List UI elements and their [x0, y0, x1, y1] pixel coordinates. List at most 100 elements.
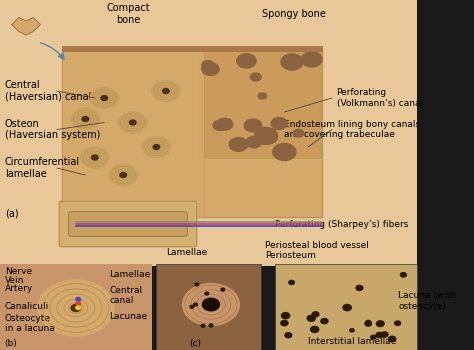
Text: Osteon
(Haversian system): Osteon (Haversian system)	[5, 119, 100, 140]
Circle shape	[273, 144, 296, 161]
Circle shape	[153, 145, 160, 149]
Circle shape	[258, 93, 266, 99]
Circle shape	[381, 332, 388, 337]
Circle shape	[213, 120, 227, 130]
Text: Periosteal blood vessel: Periosteal blood vessel	[265, 240, 369, 250]
Circle shape	[120, 173, 127, 177]
Text: Central
(Haversian) canal: Central (Haversian) canal	[5, 80, 91, 102]
Circle shape	[343, 304, 351, 311]
Text: Periosteum: Periosteum	[265, 251, 316, 260]
Circle shape	[246, 136, 262, 148]
FancyBboxPatch shape	[275, 264, 417, 350]
Circle shape	[201, 324, 205, 327]
Text: Lacunae: Lacunae	[109, 312, 147, 321]
Text: Endosteum lining bony canals
and covering trabeculae: Endosteum lining bony canals and coverin…	[284, 120, 420, 139]
Circle shape	[163, 89, 169, 93]
Circle shape	[221, 288, 225, 291]
Text: Artery: Artery	[5, 284, 33, 293]
Circle shape	[81, 147, 109, 168]
Circle shape	[38, 280, 114, 336]
Text: (a): (a)	[5, 209, 18, 218]
Circle shape	[194, 303, 198, 306]
Text: Lamellae: Lamellae	[166, 247, 207, 257]
Circle shape	[118, 112, 147, 133]
Circle shape	[195, 283, 199, 286]
Circle shape	[376, 321, 384, 327]
Text: Circumferential
lamellae: Circumferential lamellae	[5, 157, 80, 179]
Circle shape	[229, 138, 248, 151]
Text: Lamellae: Lamellae	[109, 270, 150, 279]
FancyBboxPatch shape	[156, 264, 261, 350]
Circle shape	[152, 80, 180, 101]
Text: Compact
bone: Compact bone	[106, 3, 150, 25]
Text: (c): (c)	[190, 339, 201, 348]
Circle shape	[129, 120, 136, 125]
Circle shape	[76, 306, 81, 309]
Circle shape	[388, 336, 396, 342]
Text: Vein: Vein	[5, 275, 24, 285]
Circle shape	[255, 127, 278, 145]
Text: Central
canal: Central canal	[109, 286, 142, 306]
Circle shape	[312, 312, 319, 317]
Circle shape	[285, 332, 292, 338]
Circle shape	[202, 61, 214, 69]
Text: Nerve: Nerve	[5, 267, 32, 276]
Circle shape	[202, 298, 219, 311]
FancyBboxPatch shape	[0, 0, 417, 266]
FancyBboxPatch shape	[199, 49, 322, 158]
Circle shape	[289, 280, 294, 285]
Circle shape	[71, 108, 100, 130]
Circle shape	[205, 292, 209, 295]
Text: Perforating (Sharpey’s) fibers: Perforating (Sharpey’s) fibers	[275, 219, 408, 229]
Circle shape	[142, 136, 171, 158]
Circle shape	[202, 63, 219, 76]
Polygon shape	[12, 18, 40, 35]
Circle shape	[281, 321, 288, 326]
FancyBboxPatch shape	[0, 264, 152, 350]
FancyBboxPatch shape	[62, 49, 322, 217]
Circle shape	[90, 88, 118, 108]
Circle shape	[401, 273, 406, 277]
Circle shape	[301, 52, 322, 67]
Circle shape	[310, 327, 319, 332]
Circle shape	[109, 164, 137, 186]
Circle shape	[282, 313, 290, 319]
Circle shape	[376, 332, 383, 338]
FancyBboxPatch shape	[62, 46, 322, 51]
Circle shape	[395, 321, 401, 326]
Text: Lacuna (with
osteocyte): Lacuna (with osteocyte)	[398, 291, 456, 311]
FancyBboxPatch shape	[59, 201, 197, 247]
Circle shape	[76, 298, 81, 301]
Circle shape	[371, 335, 376, 339]
Circle shape	[365, 321, 372, 326]
Circle shape	[71, 304, 81, 312]
Circle shape	[271, 118, 287, 130]
Text: Perforating
(Volkmann’s) canal: Perforating (Volkmann’s) canal	[337, 88, 423, 108]
Circle shape	[356, 285, 363, 290]
Circle shape	[101, 96, 108, 100]
Text: Spongy bone: Spongy bone	[262, 9, 326, 19]
Circle shape	[82, 117, 89, 121]
Circle shape	[307, 315, 315, 321]
Circle shape	[267, 135, 277, 142]
Circle shape	[321, 318, 328, 324]
Text: Osteocyte
in a lacuna: Osteocyte in a lacuna	[5, 314, 55, 334]
Text: Canaliculi: Canaliculi	[5, 302, 49, 311]
Circle shape	[209, 324, 213, 327]
Text: Interstitial lamellae: Interstitial lamellae	[308, 337, 396, 346]
Circle shape	[350, 329, 354, 332]
Circle shape	[250, 73, 261, 81]
Circle shape	[365, 321, 371, 324]
Circle shape	[182, 284, 239, 326]
Circle shape	[293, 129, 304, 137]
Circle shape	[91, 155, 98, 160]
FancyBboxPatch shape	[62, 49, 204, 217]
Circle shape	[244, 119, 262, 132]
Circle shape	[237, 54, 256, 68]
Circle shape	[269, 134, 277, 140]
Circle shape	[281, 54, 303, 70]
Circle shape	[190, 306, 194, 308]
Circle shape	[76, 302, 81, 305]
Circle shape	[217, 118, 233, 130]
Text: (b): (b)	[5, 339, 18, 348]
